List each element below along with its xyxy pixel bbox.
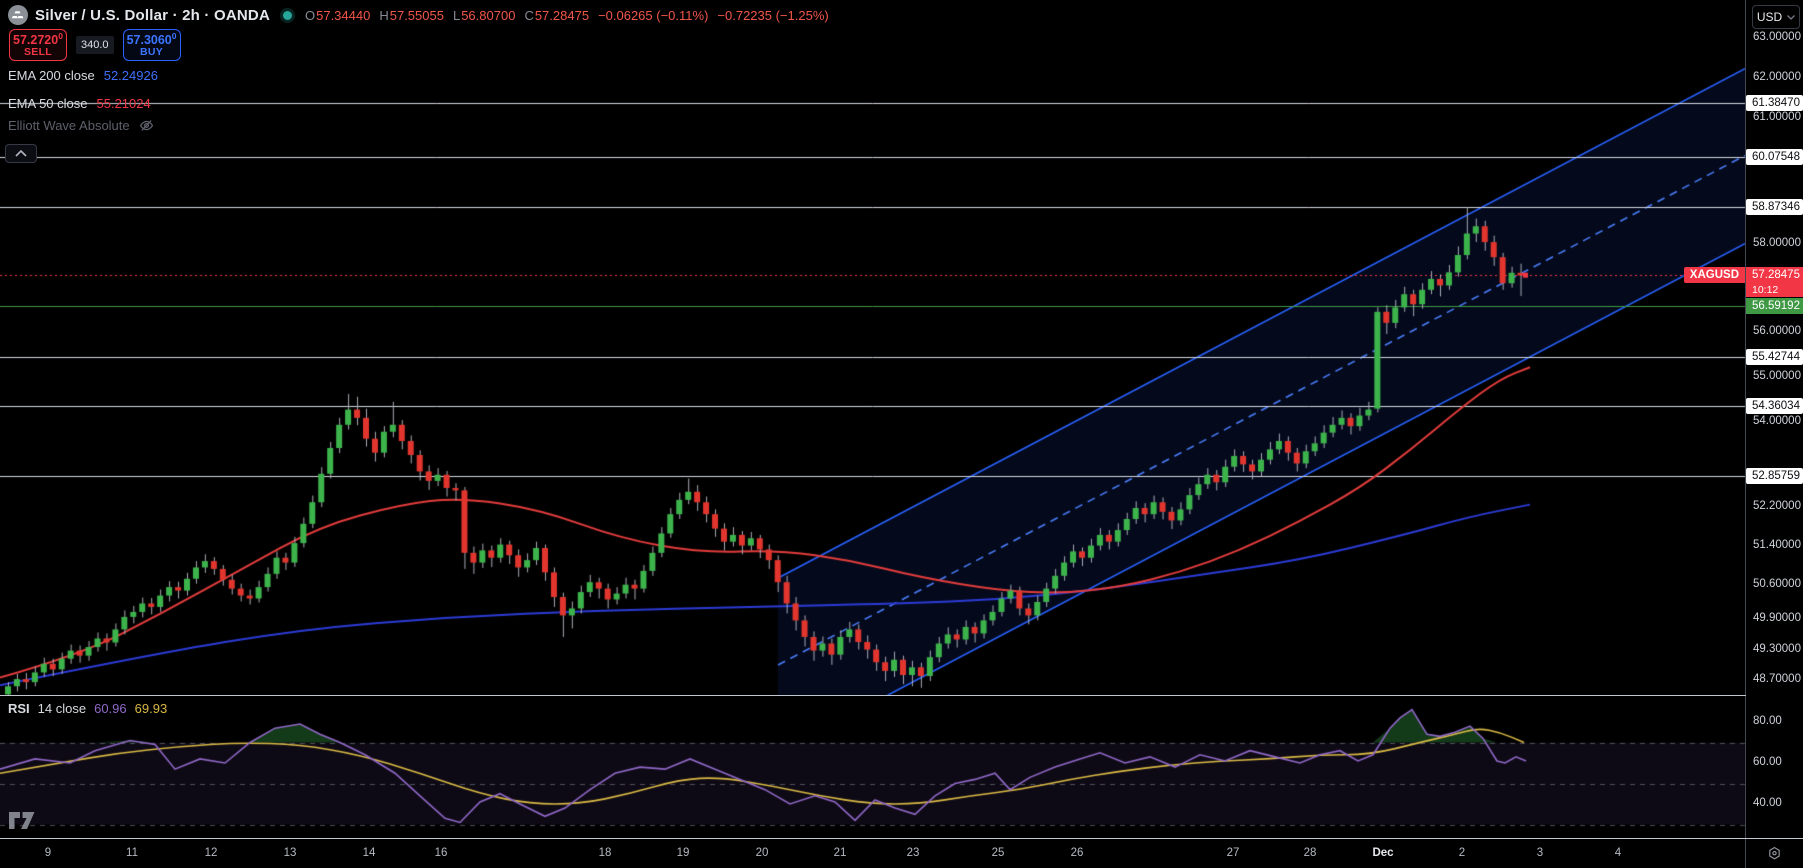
- time-tick: 20: [755, 847, 769, 859]
- time-tick: 2: [1458, 847, 1466, 859]
- price-tick: 51.40000: [1753, 538, 1801, 551]
- buy-price-pip: 0: [171, 30, 177, 41]
- price-axis[interactable]: 63.00000 62.00000 61.00000 58.00000 56.00000…: [1746, 0, 1803, 838]
- price-tick: 62.00000: [1753, 70, 1801, 83]
- time-tick: 28: [1303, 847, 1317, 859]
- buy-price: 57.3060: [126, 33, 172, 47]
- elliott-wave-name: Elliott Wave Absolute: [8, 118, 130, 133]
- price-tick: 54.00000: [1753, 415, 1801, 428]
- sell-price-pip: 0: [58, 30, 63, 41]
- open-value: 57.34440: [316, 7, 371, 23]
- bar-countdown-tag: 10:12: [1746, 283, 1803, 298]
- high-value: 57.55055: [389, 7, 444, 23]
- time-tick: 21: [833, 847, 847, 859]
- ema50-value: 55.21024: [96, 96, 151, 111]
- price-axis-border: [1745, 0, 1746, 868]
- last-price-symbol-chip: XAGUSD: [1683, 267, 1745, 284]
- change-cumulative: −0.72235 (−1.25%): [717, 7, 829, 23]
- eye-off-icon[interactable]: [139, 118, 154, 133]
- indicator-row-ema200[interactable]: EMA 200 close 52.24926: [8, 68, 158, 83]
- level-price-tag: 60.07548: [1746, 148, 1803, 165]
- time-tick: 16: [434, 847, 448, 859]
- rsi-ma-value: 69.93: [134, 701, 168, 716]
- price-tick: 55.00000: [1753, 369, 1801, 382]
- level-price-tag: 54.36034: [1746, 397, 1803, 414]
- time-tick: 11: [126, 847, 138, 859]
- currency-toggle-button[interactable]: USD: [1752, 5, 1800, 29]
- rsi-params: 14 close: [37, 701, 87, 716]
- price-tick: 61.00000: [1753, 111, 1801, 124]
- currency-label: USD: [1756, 10, 1783, 24]
- chevron-down-icon: [1787, 14, 1796, 20]
- price-tick: 50.60000: [1753, 577, 1801, 590]
- ema200-name: EMA 200 close: [8, 68, 95, 83]
- high-label: H: [379, 7, 389, 23]
- symbol-logo-icon: [8, 5, 28, 25]
- level-price-tag: 61.38470: [1746, 94, 1803, 111]
- ema200-value: 52.24926: [103, 68, 158, 83]
- spread-value: 340.0: [76, 36, 114, 54]
- buy-label: BUY: [139, 46, 164, 59]
- time-tick: 13: [283, 847, 297, 859]
- indicator-row-elliott[interactable]: Elliott Wave Absolute: [8, 118, 154, 133]
- last-price-tag: 57.28475: [1746, 267, 1803, 284]
- time-tick: 4: [1614, 847, 1622, 859]
- rsi-legend[interactable]: RSI 14 close 60.96 69.93: [8, 701, 167, 716]
- close-value: 57.28475: [534, 7, 590, 23]
- level-price-tag: 55.42744: [1746, 349, 1803, 366]
- sell-price: 57.2720: [13, 33, 59, 47]
- price-tick: 52.20000: [1753, 500, 1801, 513]
- market-status-icon[interactable]: [282, 10, 292, 20]
- chevron-up-icon: [15, 150, 27, 157]
- indicator-row-ema50[interactable]: EMA 50 close 55.21024: [8, 96, 151, 111]
- rsi-tick: 80.00: [1753, 715, 1782, 727]
- level-price-tag: 52.85759: [1746, 467, 1803, 484]
- low-value: 56.80700: [461, 7, 516, 23]
- symbol-title[interactable]: Silver / U.S. Dollar · 2h · OANDA: [35, 6, 270, 24]
- sell-button[interactable]: 57.27200 SELL: [9, 29, 67, 61]
- price-tick: 58.00000: [1753, 237, 1801, 250]
- time-axis-border: [0, 838, 1803, 839]
- price-tick: 49.90000: [1753, 612, 1801, 625]
- price-tick: 49.30000: [1753, 642, 1801, 655]
- time-tick: 18: [598, 847, 612, 859]
- symbol-legend: Silver / U.S. Dollar · 2h · OANDA O 57.34…: [8, 5, 829, 25]
- time-tick: 23: [906, 847, 920, 859]
- time-tick: 3: [1536, 847, 1544, 859]
- close-label: C: [524, 7, 534, 23]
- gear-icon: [1769, 846, 1780, 860]
- time-tick: 27: [1226, 847, 1240, 859]
- level-price-tag: 58.87346: [1746, 198, 1803, 215]
- time-axis[interactable]: 9 11 12 13 14 16 18 19 20 21 23 25 26 27 28 Dec 2 3 4: [0, 839, 1745, 868]
- rsi-title: RSI: [8, 701, 30, 716]
- rsi-tick: 60.00: [1753, 756, 1782, 768]
- alert-price-tag: 56.59192: [1746, 297, 1803, 314]
- time-tick: 19: [676, 847, 690, 859]
- low-label: L: [452, 7, 461, 23]
- time-tick: 26: [1070, 847, 1084, 859]
- axis-settings-button[interactable]: [1746, 839, 1803, 868]
- time-tick: 12: [204, 847, 218, 859]
- time-tick: Dec: [1372, 847, 1394, 859]
- rsi-value: 60.96: [94, 701, 127, 716]
- open-label: O: [304, 7, 316, 23]
- time-tick: 9: [44, 847, 52, 859]
- price-tick: 63.00000: [1753, 31, 1801, 44]
- time-tick: 14: [362, 847, 376, 859]
- price-tick: 48.70000: [1753, 673, 1801, 686]
- tradingview-logo[interactable]: [8, 811, 36, 835]
- pane-separator[interactable]: [0, 695, 1803, 696]
- time-tick: 25: [991, 847, 1005, 859]
- rsi-tick: 40.00: [1753, 797, 1782, 809]
- sell-label: SELL: [23, 46, 53, 59]
- change-absolute: −0.06265 (−0.11%): [598, 7, 709, 23]
- ohlc-readout: O 57.34440 H 57.55055 L 56.80700 C 57.28475 …: [305, 8, 829, 23]
- collapse-legend-button[interactable]: [5, 144, 37, 163]
- trade-panel: 57.27200 SELL 340.0 57.30600 BUY: [9, 29, 181, 61]
- ema50-name: EMA 50 close: [8, 96, 88, 111]
- price-tick: 56.00000: [1753, 324, 1801, 337]
- buy-button[interactable]: 57.30600 BUY: [122, 29, 181, 61]
